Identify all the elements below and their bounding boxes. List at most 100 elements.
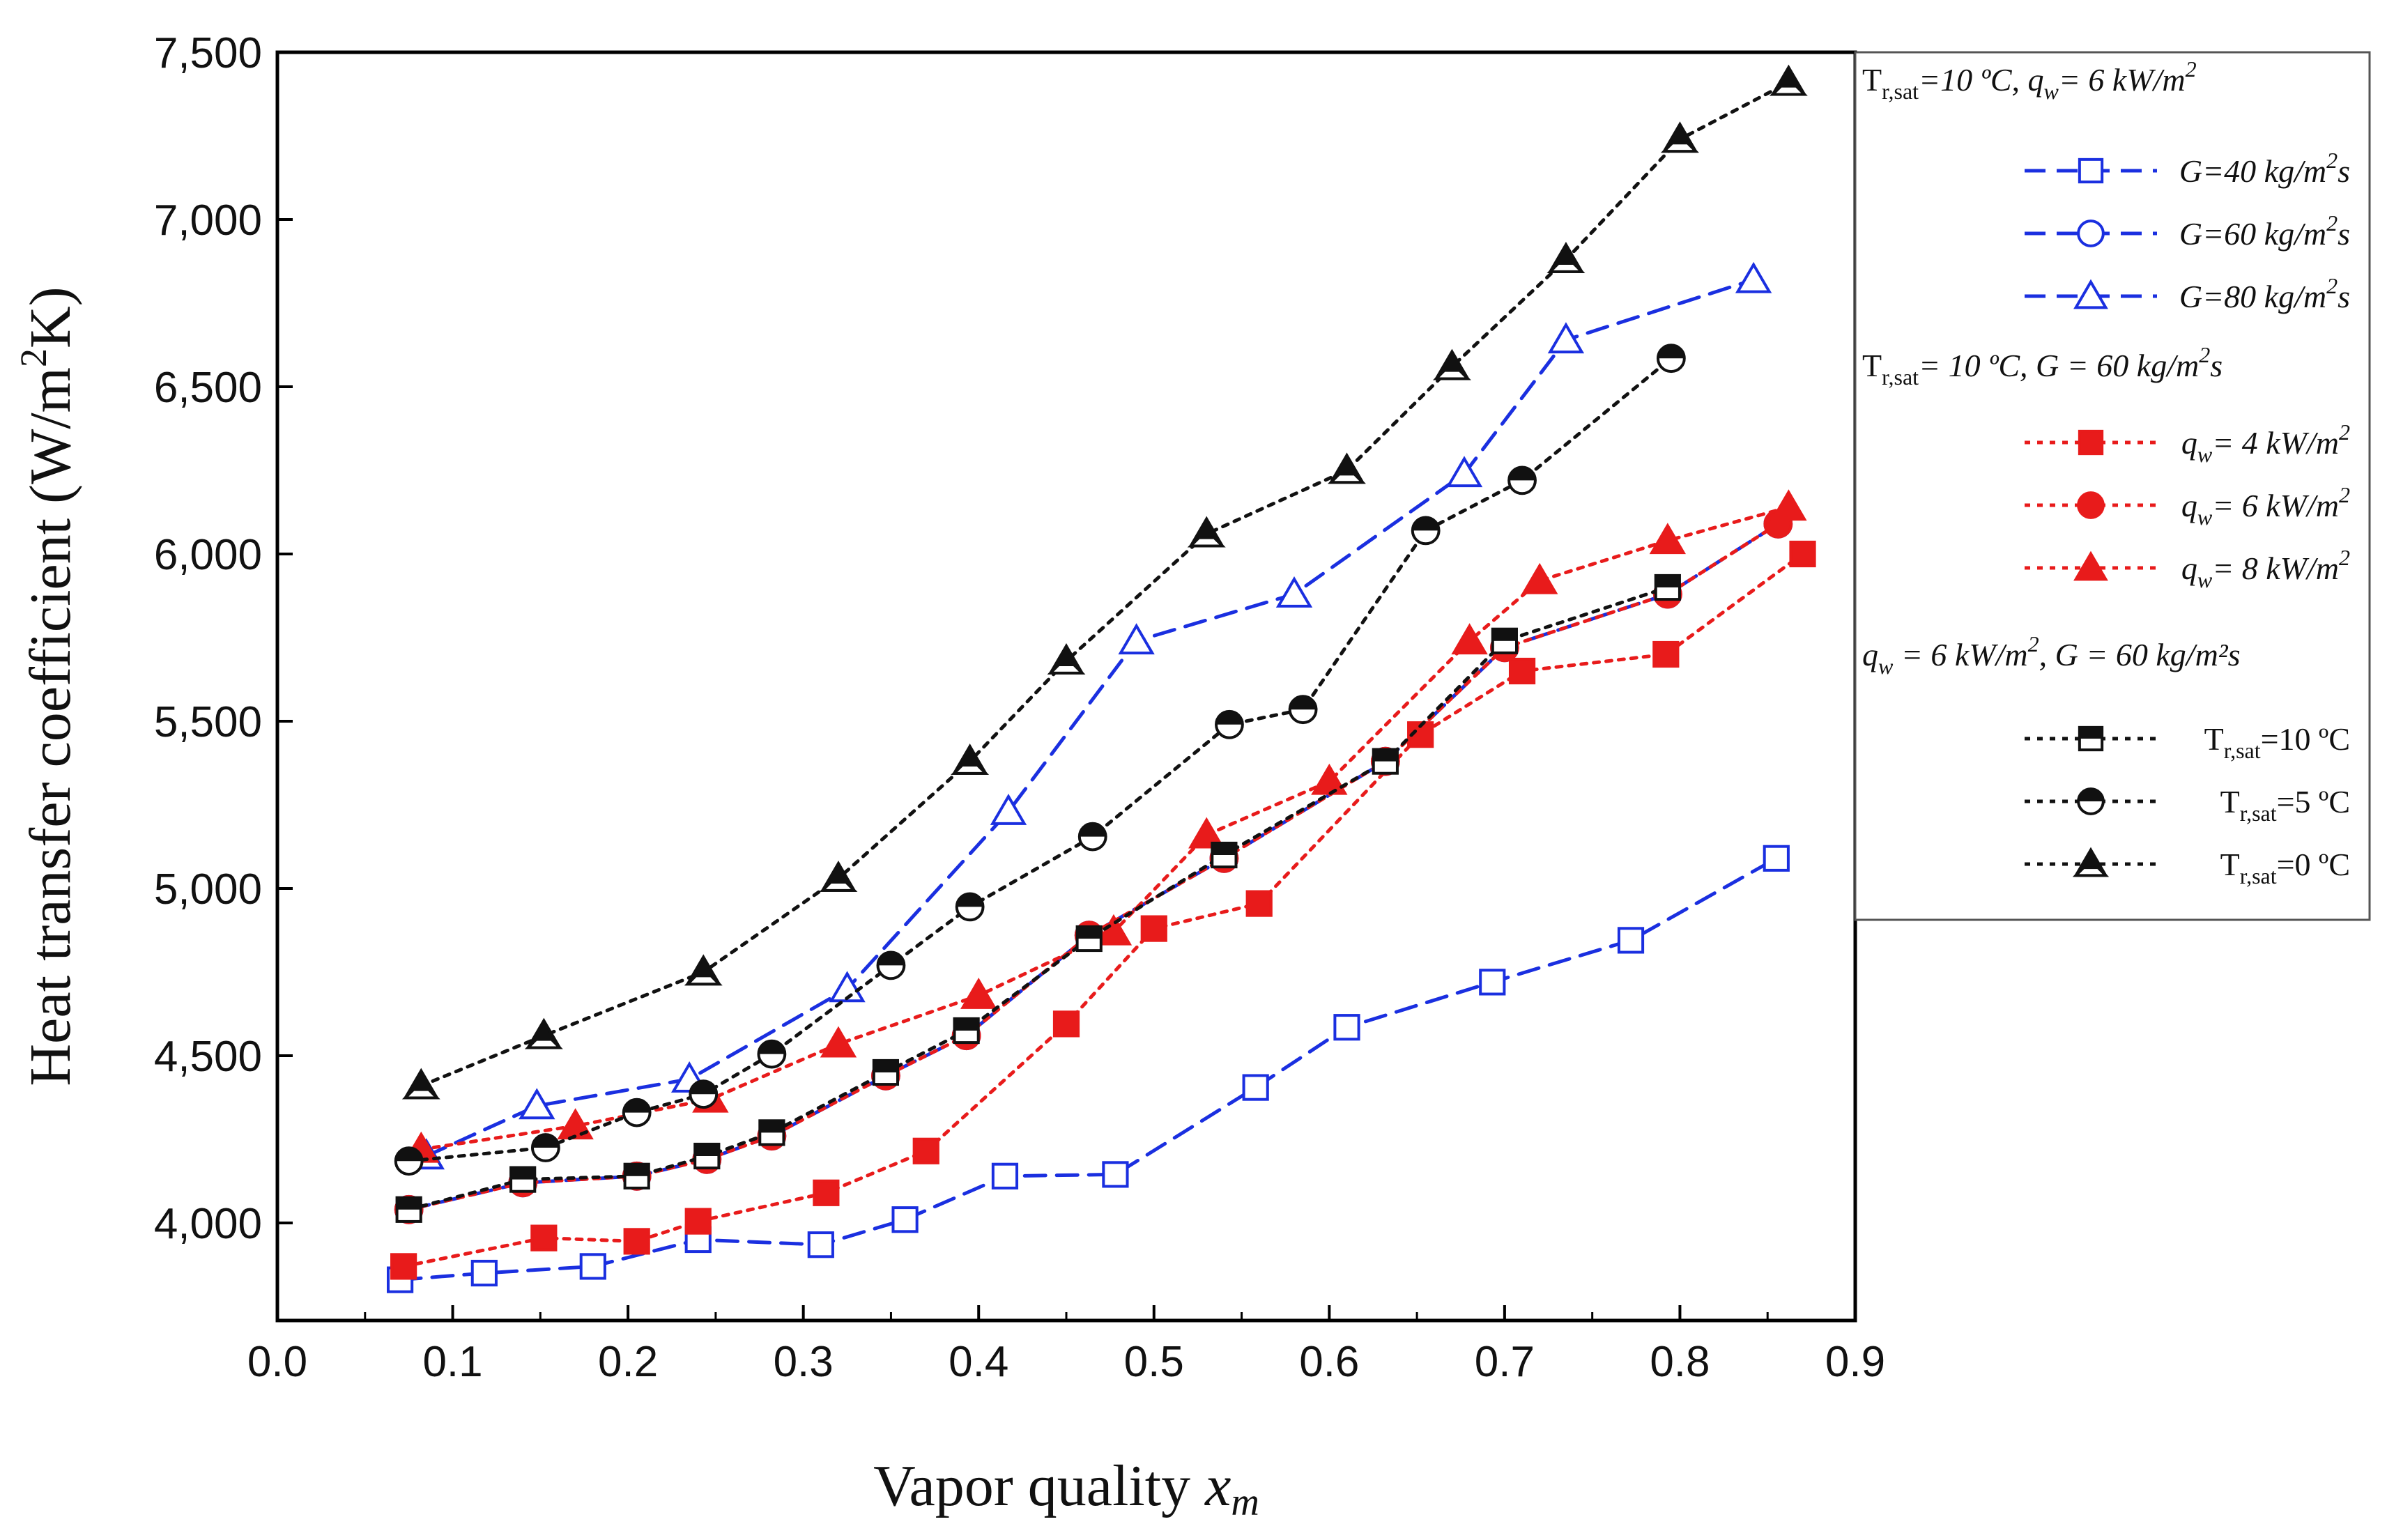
marker-fill — [397, 1197, 421, 1210]
legend-label: qw= 4 kW/m2 — [2181, 419, 2350, 467]
x-tick-label: 0.5 — [1124, 1338, 1184, 1386]
legend: Tr,sat=10 ºC, qw= 6 kW/m2 Tr,sat= 10 ºC, … — [1862, 56, 2350, 888]
series-line — [401, 552, 1805, 1268]
legend-group-header: Tr,sat=10 ºC, qw= 6 kW/m2 — [1862, 56, 2197, 104]
x-tick-label: 0.4 — [949, 1338, 1008, 1386]
plot-frame — [275, 50, 1857, 1323]
marker-fill — [1187, 536, 1226, 548]
data-point — [1508, 657, 1536, 685]
marker-fill — [956, 893, 983, 907]
data-point — [1075, 925, 1103, 953]
marker-fill — [401, 1088, 440, 1100]
legend-label: Tr,sat=10 ºC — [2204, 721, 2350, 763]
legend-label: qw= 8 kW/m2 — [2181, 545, 2350, 592]
data-point — [1333, 1014, 1360, 1041]
data-point — [1654, 573, 1681, 601]
data-point — [951, 744, 990, 775]
data-point — [1432, 348, 1471, 380]
marker-fill — [1432, 369, 1471, 380]
data-point — [813, 1179, 840, 1206]
legend-swatch-marker — [2077, 491, 2105, 519]
marker-fill — [1373, 749, 1397, 762]
data-point — [530, 1224, 558, 1252]
data-point — [891, 1206, 919, 1233]
data-point — [991, 1162, 1019, 1189]
data-point — [757, 1039, 787, 1069]
marker-fill — [1657, 345, 1684, 359]
marker-fill — [524, 1038, 563, 1049]
data-point — [1140, 915, 1167, 942]
marker-fill — [532, 1134, 559, 1148]
marker-fill — [690, 1081, 717, 1095]
marker-fill — [1077, 926, 1101, 939]
data-point — [1656, 344, 1686, 374]
y-tick-label: 5,500 — [154, 698, 262, 746]
axis-titles: Vapor quality xm Heat transfer coefficien… — [13, 286, 1259, 1524]
data-point — [1102, 1161, 1129, 1188]
legend-swatch-marker — [2077, 220, 2105, 247]
y-tick-label: 7,500 — [154, 29, 262, 77]
marker-fill — [1079, 823, 1106, 837]
marker-fill — [1492, 629, 1517, 641]
marker-fill — [954, 1018, 978, 1031]
y-tick-label: 6,500 — [154, 364, 262, 412]
marker-fill — [695, 1144, 719, 1156]
data-point — [1491, 627, 1518, 654]
data-point — [1649, 523, 1686, 555]
legend-swatch-marker — [2077, 787, 2105, 815]
data-point — [509, 1166, 537, 1193]
legend-label: G=40 kg/m2s — [2179, 148, 2350, 189]
data-point — [1328, 452, 1366, 484]
marker-fill — [623, 1099, 650, 1113]
data-point — [758, 1119, 785, 1146]
marker-fill — [2072, 866, 2110, 877]
data-point — [1275, 576, 1313, 608]
data-point — [1479, 969, 1506, 996]
marker-fill — [1289, 696, 1317, 710]
data-point — [470, 1259, 498, 1287]
series-line — [419, 80, 1790, 1088]
data-point — [390, 1253, 417, 1280]
legend-item: qw= 4 kW/m2 — [2025, 419, 2350, 467]
data-point — [1769, 64, 1808, 96]
data-point — [1451, 623, 1488, 655]
data-point — [622, 1098, 652, 1127]
x-axis-title: Vapor quality xm — [873, 1454, 1259, 1524]
legend-group-header: qw = 6 kW/m2, G = 60 kg/m²s — [1862, 631, 2241, 679]
data-point — [623, 1162, 650, 1189]
data-point — [1187, 516, 1226, 548]
data-point — [955, 892, 985, 922]
marker-fill — [624, 1164, 649, 1176]
data-point — [807, 1231, 834, 1258]
marker-fill — [1216, 711, 1243, 725]
axis-ticks: 0.0 0.1 0.2 0.3 0.4 0.5 0.6 0.7 0.8 0.9 4,000 4,500… — [154, 29, 1885, 1386]
marker-fill — [511, 1167, 535, 1180]
data-point — [1507, 465, 1537, 495]
series-7 — [394, 344, 1686, 1176]
data-point — [1188, 817, 1225, 849]
y-tick-label: 5,000 — [154, 865, 262, 914]
legend-swatch-marker — [2072, 847, 2110, 877]
x-tick-label: 0.6 — [1299, 1338, 1359, 1386]
data-point — [1245, 890, 1273, 917]
x-tick-label: 0.9 — [1825, 1338, 1885, 1386]
series-3 — [390, 540, 1816, 1280]
x-tick-label: 0.7 — [1475, 1338, 1535, 1386]
data-point — [1789, 540, 1816, 568]
legend-label: G=60 kg/m2s — [2179, 210, 2350, 252]
series-0 — [386, 845, 1790, 1293]
data-point — [960, 978, 997, 1009]
series-line — [407, 356, 1673, 1163]
data-point — [689, 1079, 719, 1109]
x-tick-label: 0.1 — [422, 1338, 482, 1386]
data-point — [401, 1068, 440, 1100]
data-point — [1242, 1074, 1269, 1101]
data-point — [912, 1137, 939, 1164]
data-point — [394, 1146, 424, 1176]
data-point — [1288, 695, 1318, 725]
marker-fill — [877, 952, 905, 966]
series-line — [419, 505, 1790, 1151]
data-point — [1047, 643, 1086, 675]
marker-fill — [1660, 141, 1699, 153]
